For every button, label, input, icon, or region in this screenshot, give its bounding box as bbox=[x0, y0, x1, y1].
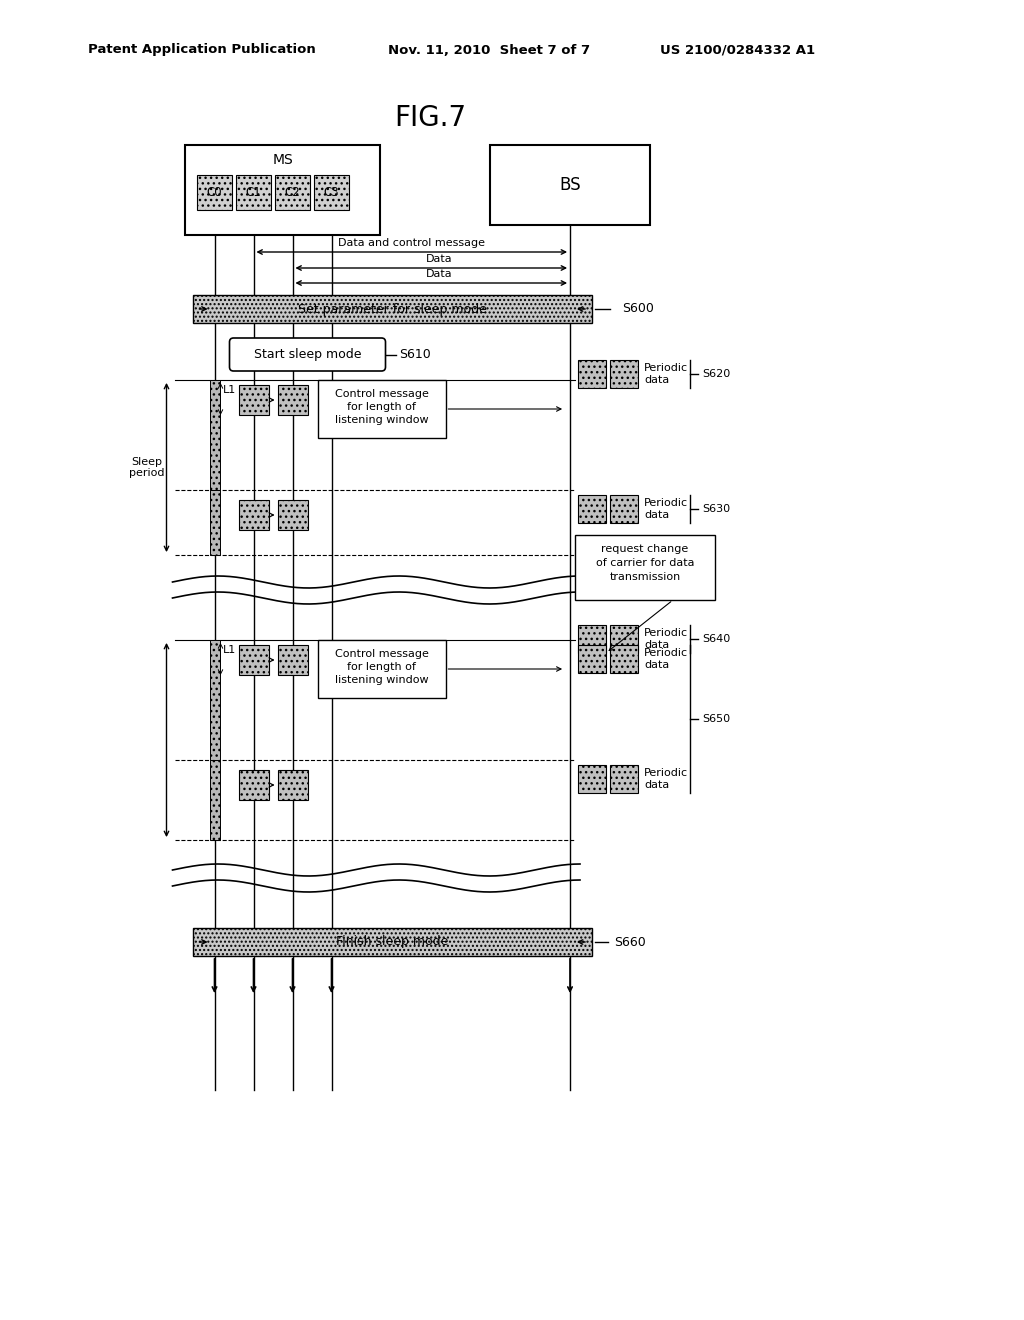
Text: C3: C3 bbox=[324, 186, 339, 199]
Text: S600: S600 bbox=[622, 302, 654, 315]
Bar bbox=[578, 495, 606, 523]
Text: data: data bbox=[644, 375, 670, 385]
Text: S660: S660 bbox=[614, 936, 646, 949]
Bar bbox=[490, 145, 650, 224]
Text: Periodic: Periodic bbox=[644, 768, 688, 777]
Text: FIG.7: FIG.7 bbox=[394, 104, 466, 132]
Bar bbox=[575, 535, 715, 601]
Text: S630: S630 bbox=[702, 504, 730, 513]
Text: Periodic: Periodic bbox=[644, 628, 688, 638]
Bar bbox=[239, 500, 268, 531]
Bar bbox=[278, 385, 307, 414]
Text: S640: S640 bbox=[702, 634, 730, 644]
Text: Nov. 11, 2010  Sheet 7 of 7: Nov. 11, 2010 Sheet 7 of 7 bbox=[388, 44, 590, 57]
Bar bbox=[610, 360, 638, 388]
Bar bbox=[578, 360, 606, 388]
Text: S620: S620 bbox=[702, 370, 730, 379]
Text: L1: L1 bbox=[222, 385, 236, 395]
Bar bbox=[278, 500, 307, 531]
Bar bbox=[193, 294, 592, 323]
Bar bbox=[317, 640, 445, 698]
Text: Periodic: Periodic bbox=[644, 498, 688, 508]
Bar bbox=[278, 770, 307, 800]
Text: C0: C0 bbox=[207, 186, 222, 199]
Text: listening window: listening window bbox=[335, 675, 428, 685]
Bar bbox=[578, 766, 606, 793]
Bar bbox=[314, 176, 349, 210]
Text: Control message: Control message bbox=[335, 649, 428, 659]
Bar bbox=[236, 176, 271, 210]
Text: Periodic: Periodic bbox=[644, 363, 688, 374]
Bar bbox=[210, 760, 219, 840]
Bar bbox=[210, 490, 219, 554]
Text: data: data bbox=[644, 640, 670, 649]
Text: Periodic: Periodic bbox=[644, 648, 688, 657]
Bar bbox=[239, 645, 268, 675]
Text: for length of: for length of bbox=[347, 403, 416, 412]
Bar bbox=[610, 766, 638, 793]
Text: S610: S610 bbox=[399, 348, 431, 360]
Text: Control message: Control message bbox=[335, 389, 428, 399]
Text: Set parameter for sleep mode: Set parameter for sleep mode bbox=[298, 302, 486, 315]
Text: data: data bbox=[644, 780, 670, 789]
Text: Sleep
period: Sleep period bbox=[129, 457, 164, 478]
Bar bbox=[239, 770, 268, 800]
FancyBboxPatch shape bbox=[229, 338, 385, 371]
Text: transmission: transmission bbox=[609, 572, 681, 582]
Bar bbox=[275, 176, 310, 210]
Bar bbox=[610, 495, 638, 523]
Text: BS: BS bbox=[559, 176, 581, 194]
Text: L1: L1 bbox=[222, 645, 236, 655]
Text: data: data bbox=[644, 660, 670, 671]
Bar bbox=[210, 640, 219, 760]
Text: Data and control message: Data and control message bbox=[338, 238, 485, 248]
Bar bbox=[210, 380, 219, 490]
Text: Data: Data bbox=[426, 269, 453, 279]
Bar bbox=[197, 176, 232, 210]
Text: Finish sleep mode: Finish sleep mode bbox=[336, 936, 449, 949]
Bar bbox=[578, 645, 606, 673]
Text: S650: S650 bbox=[702, 714, 730, 723]
Text: data: data bbox=[644, 510, 670, 520]
Bar bbox=[185, 145, 380, 235]
Bar bbox=[578, 624, 606, 653]
Text: C2: C2 bbox=[285, 186, 300, 199]
Bar bbox=[193, 928, 592, 956]
Bar bbox=[239, 385, 268, 414]
Text: Patent Application Publication: Patent Application Publication bbox=[88, 44, 315, 57]
Bar bbox=[610, 645, 638, 673]
Bar bbox=[610, 624, 638, 653]
Bar bbox=[317, 380, 445, 438]
Text: MS: MS bbox=[272, 153, 293, 168]
Text: Start sleep mode: Start sleep mode bbox=[254, 348, 361, 360]
Text: Data: Data bbox=[426, 253, 453, 264]
Text: of carrier for data: of carrier for data bbox=[596, 558, 694, 568]
Bar bbox=[278, 645, 307, 675]
Text: C1: C1 bbox=[246, 186, 261, 199]
Text: for length of: for length of bbox=[347, 663, 416, 672]
Text: listening window: listening window bbox=[335, 414, 428, 425]
Text: request change: request change bbox=[601, 544, 688, 554]
Text: US 2100/0284332 A1: US 2100/0284332 A1 bbox=[660, 44, 815, 57]
